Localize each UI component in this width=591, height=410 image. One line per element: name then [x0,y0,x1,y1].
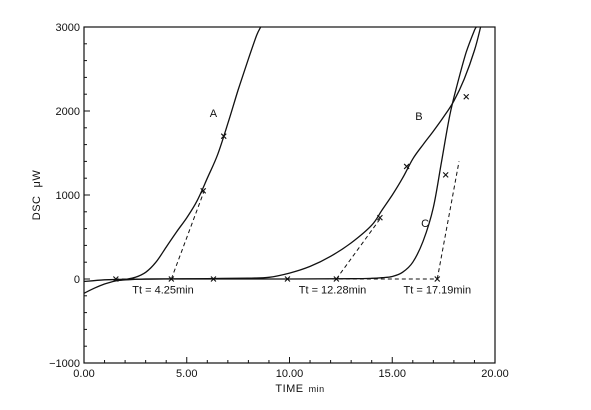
tangent-lines [114,161,460,280]
annotations: Tt = 4.25min Tt = 12.28min Tt = 17.19min [132,284,471,296]
marker-B [403,163,410,170]
marker-B [377,214,383,221]
y-axis-label: DSCμW [31,170,43,221]
baseline-marker [210,276,217,282]
y-tick-label: 3000 [56,22,80,34]
tt-annotation: Tt = 4.25min [132,284,193,296]
x-tick-label: 5.00 [176,368,197,380]
series-label-C: C [421,218,429,230]
x-tick-label: 15.00 [378,368,406,380]
curve-B [84,27,482,283]
y-tick-label: 0 [74,274,80,286]
y-tick-label: 1000 [56,190,80,202]
series-label-B: B [415,111,422,123]
plot-frame [83,26,496,364]
baseline-marker [168,276,175,282]
axis-ticks: 0.00 5.00 10.00 15.00 20.00 −1000 0 1000 2000 300… [49,22,509,380]
baseline-marker [434,276,441,282]
curve-labels: A B C [210,108,429,230]
x-tick-label: 10.00 [276,368,304,380]
x-axis-label: TIME min [275,383,324,395]
series-curves [84,27,482,294]
marker-C [463,93,470,100]
curve-A [84,27,262,294]
baseline-marker [112,276,119,282]
x-tick-label: 20.00 [481,368,509,380]
curve-markers [112,93,470,282]
tt-annotation: Tt = 17.19min [404,284,472,296]
curve-C [114,27,478,282]
tangent-A [170,190,205,280]
marker-A [200,187,207,194]
baseline-marker [333,276,340,282]
tt-annotation: Tt = 12.28min [299,284,367,296]
y-tick-label: −1000 [49,358,80,370]
tangent-C [436,161,460,280]
marker-C [442,171,449,178]
baseline-marker [284,276,291,282]
x-tick-label: 0.00 [73,368,94,380]
series-label-A: A [210,108,218,120]
marker-A [220,133,227,140]
tangent-B [335,217,382,280]
y-tick-label: 2000 [56,106,80,118]
